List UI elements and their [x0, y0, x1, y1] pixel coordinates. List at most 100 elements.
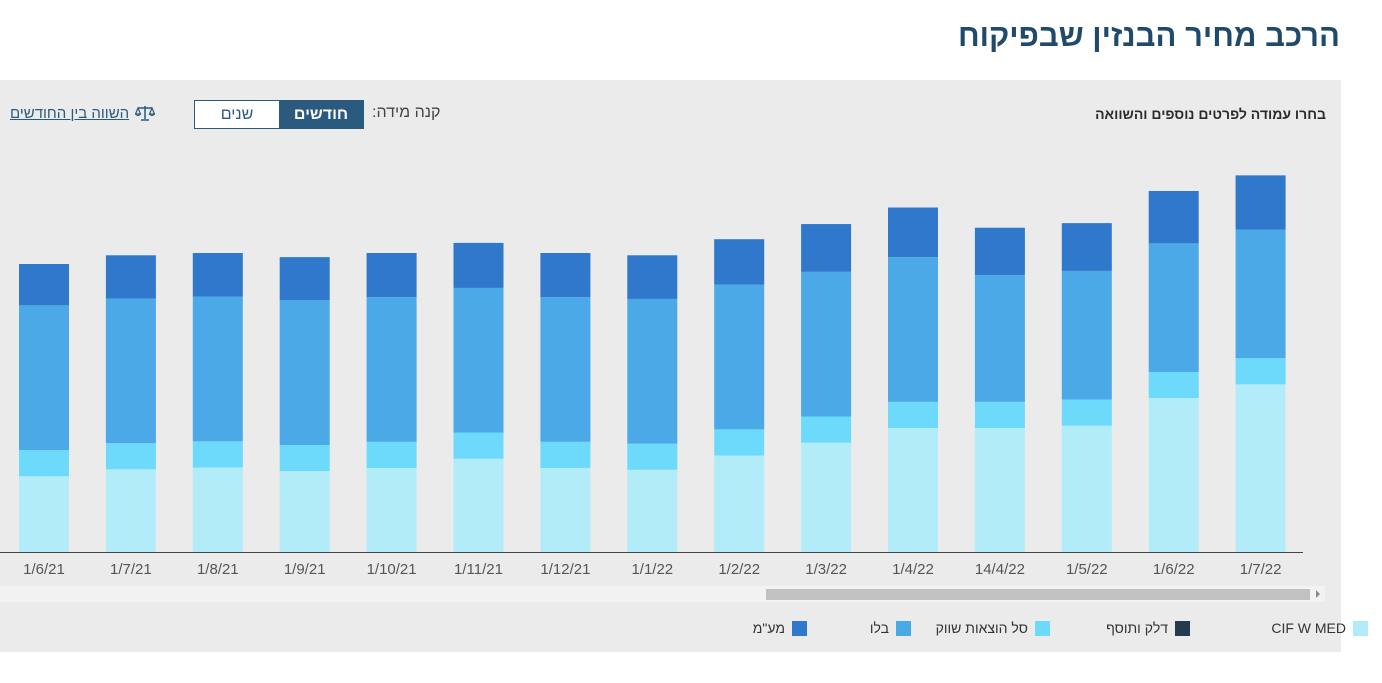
- bar-segment-series-4[interactable]: [974, 227, 1025, 276]
- x-tick-label: 1/12/21: [540, 561, 590, 578]
- legend-swatch: [896, 620, 911, 636]
- bar-stack-1/4/22[interactable]: [888, 207, 938, 552]
- bar-segment-series-0[interactable]: [453, 458, 504, 552]
- bar-segment-series-3[interactable]: [627, 298, 678, 444]
- bar-segment-series-3[interactable]: [540, 297, 591, 442]
- bar-stack-1/11/21[interactable]: [453, 242, 504, 552]
- bar-segment-series-0[interactable]: [105, 469, 156, 552]
- chart-scrollbar-thumb[interactable]: [766, 589, 1310, 600]
- bar-segment-series-3[interactable]: [366, 297, 417, 442]
- bar-segment-series-4[interactable]: [540, 252, 591, 298]
- bar-segment-series-4[interactable]: [714, 239, 765, 285]
- bar-segment-series-3[interactable]: [1235, 229, 1286, 359]
- legend-label: סל הוצאות שווק: [935, 620, 1028, 636]
- bar-segment-series-0[interactable]: [888, 427, 938, 552]
- bar-segment-series-2[interactable]: [1061, 399, 1112, 426]
- bar-segment-series-0[interactable]: [1061, 425, 1112, 552]
- bar-stack-1/9/21[interactable]: [279, 257, 330, 552]
- x-tick-label: 1/11/21: [454, 561, 503, 578]
- bar-segment-series-4[interactable]: [192, 252, 243, 297]
- legend-label: CIF W MED: [1271, 620, 1346, 636]
- compare-months-label: השווה בין החודשים: [10, 104, 130, 122]
- bar-segment-series-3[interactable]: [888, 257, 938, 402]
- bar-segment-series-0[interactable]: [801, 442, 852, 552]
- bar-stack-1/8/21[interactable]: [192, 252, 243, 552]
- legend-item-excise[interactable]: בלו: [870, 618, 911, 638]
- bar-segment-series-4[interactable]: [1061, 223, 1112, 271]
- bar-segment-series-0[interactable]: [19, 476, 69, 552]
- bar-segment-series-3[interactable]: [279, 300, 330, 445]
- bar-segment-series-4[interactable]: [627, 255, 678, 299]
- bar-segment-series-0[interactable]: [1148, 398, 1199, 552]
- bar-segment-series-3[interactable]: [1061, 270, 1112, 400]
- bar-stack-1/6/21[interactable]: [19, 264, 69, 552]
- x-tick-label: 1/7/22: [1240, 561, 1282, 578]
- bar-segment-series-3[interactable]: [19, 305, 69, 451]
- bar-segment-series-2[interactable]: [627, 443, 678, 470]
- bar-segment-series-2[interactable]: [105, 443, 156, 470]
- bar-stack-1/7/22[interactable]: [1235, 175, 1286, 552]
- bar-segment-series-3[interactable]: [974, 275, 1025, 402]
- bar-segment-series-4[interactable]: [453, 242, 504, 288]
- bar-segment-series-3[interactable]: [714, 284, 765, 430]
- x-tick-label: 1/6/21: [23, 561, 65, 578]
- bar-segment-series-0[interactable]: [974, 427, 1025, 552]
- bar-segment-series-2[interactable]: [540, 441, 591, 468]
- bar-segment-series-2[interactable]: [192, 441, 243, 468]
- bar-stack-1/7/21[interactable]: [105, 255, 156, 552]
- bar-segment-series-3[interactable]: [192, 296, 243, 442]
- legend-item-marketing-basket[interactable]: סל הוצאות שווק: [936, 618, 1050, 638]
- bar-segment-series-2[interactable]: [1235, 358, 1286, 385]
- compare-months-link[interactable]: השווה בין החודשים: [10, 104, 156, 122]
- legend-item-cif-w-med[interactable]: CIF W MED: [1271, 618, 1368, 638]
- bar-segment-series-0[interactable]: [366, 467, 417, 552]
- bar-segment-series-0[interactable]: [1235, 384, 1286, 552]
- bar-segment-series-4[interactable]: [105, 255, 156, 299]
- legend-item-vat[interactable]: מע"מ: [753, 618, 807, 638]
- bar-segment-series-4[interactable]: [1235, 175, 1286, 230]
- bar-stack-14/4/22[interactable]: [974, 227, 1025, 552]
- bar-segment-series-3[interactable]: [1148, 243, 1199, 372]
- bar-stack-1/10/21[interactable]: [366, 252, 417, 552]
- chart-instruction: בחרו עמודה לפרטים נוספים והשוואה: [1095, 106, 1326, 122]
- bar-segment-series-0[interactable]: [279, 471, 330, 552]
- bar-segment-series-2[interactable]: [801, 416, 852, 443]
- bar-segment-series-2[interactable]: [453, 432, 504, 459]
- bar-segment-series-2[interactable]: [366, 441, 417, 468]
- bar-segment-series-0[interactable]: [540, 467, 591, 552]
- bar-segment-series-3[interactable]: [105, 298, 156, 444]
- scale-label: קנה מידה:: [372, 104, 441, 121]
- bar-segment-series-2[interactable]: [888, 401, 938, 428]
- bar-stack-1/6/22[interactable]: [1148, 190, 1199, 552]
- bar-segment-series-3[interactable]: [453, 287, 504, 433]
- bar-segment-series-0[interactable]: [714, 455, 765, 552]
- bar-segment-series-3[interactable]: [801, 271, 852, 417]
- bar-segment-series-2[interactable]: [974, 401, 1025, 428]
- page-title: הרכב מחיר הבנזין שבפיקוח: [957, 18, 1340, 53]
- bar-segment-series-0[interactable]: [627, 469, 678, 552]
- bar-stack-1/1/22[interactable]: [627, 255, 678, 552]
- x-tick-label: 1/2/22: [718, 561, 760, 578]
- scale-months-button[interactable]: חודשים: [279, 101, 363, 128]
- bar-segment-series-0[interactable]: [192, 467, 243, 552]
- bar-segment-series-2[interactable]: [19, 450, 69, 477]
- bar-segment-series-2[interactable]: [1148, 371, 1199, 399]
- scales-icon: [135, 104, 156, 122]
- bar-segment-series-4[interactable]: [279, 257, 330, 301]
- bar-segment-series-4[interactable]: [1148, 190, 1199, 244]
- bar-stack-1/12/21[interactable]: [540, 252, 591, 552]
- legend-swatch: [792, 620, 807, 636]
- bar-segment-series-4[interactable]: [366, 252, 417, 298]
- bar-segment-series-4[interactable]: [801, 224, 852, 272]
- bar-segment-series-2[interactable]: [279, 444, 330, 472]
- bar-segment-series-4[interactable]: [19, 264, 69, 306]
- scale-years-button[interactable]: שנים: [195, 101, 279, 128]
- bar-stack-1/3/22[interactable]: [801, 224, 852, 552]
- x-tick-label: 14/4/22: [975, 561, 1025, 578]
- arrow-right-icon[interactable]: [1316, 590, 1320, 598]
- bar-stack-1/5/22[interactable]: [1061, 223, 1112, 552]
- bar-segment-series-2[interactable]: [714, 429, 765, 456]
- bar-stack-1/2/22[interactable]: [714, 239, 765, 552]
- bar-segment-series-4[interactable]: [888, 207, 938, 258]
- legend-item-fuel-additive[interactable]: דלק ותוסף: [1106, 618, 1190, 638]
